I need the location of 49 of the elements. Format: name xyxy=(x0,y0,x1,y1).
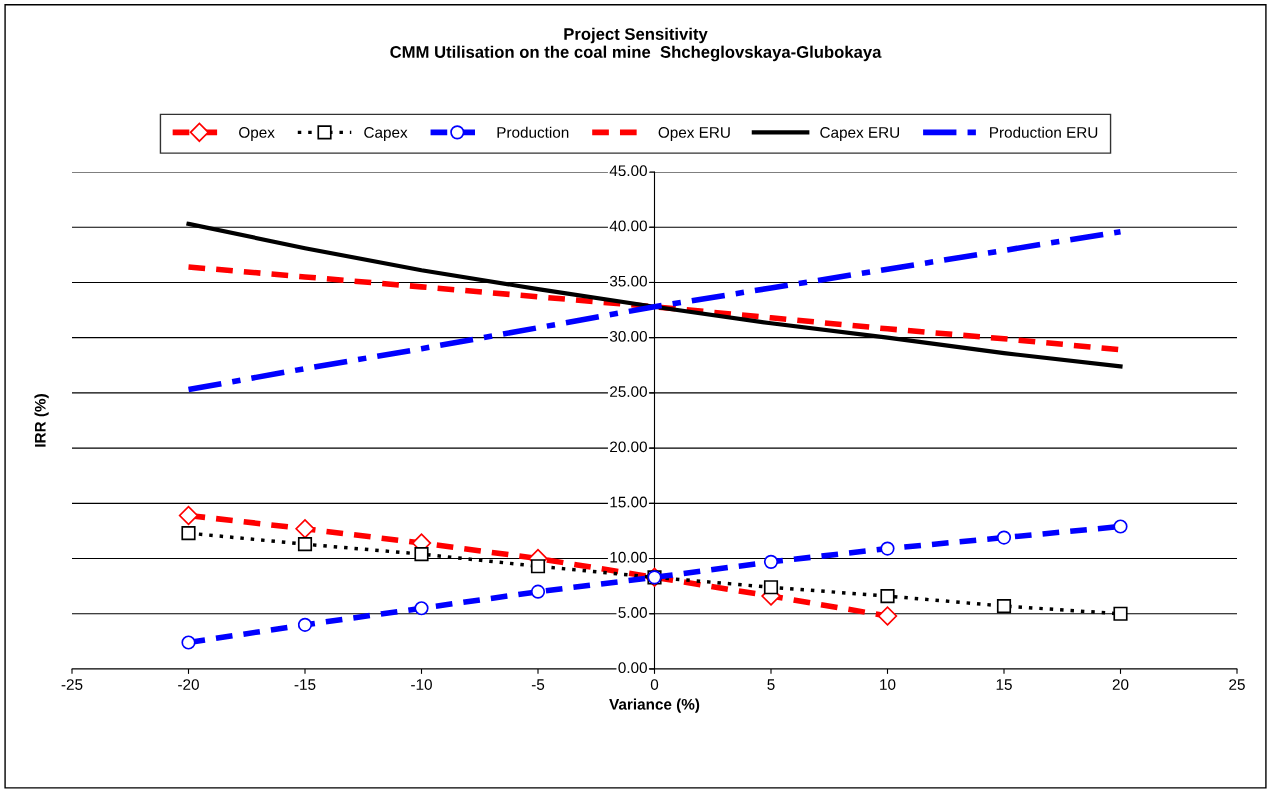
x-tick-label: 0 xyxy=(650,679,659,690)
legend-label: Capex ERU xyxy=(820,127,900,141)
point xyxy=(880,589,895,604)
point xyxy=(996,530,1012,545)
x-tick-label: -10 xyxy=(411,679,432,690)
y-tick-label: 10.00 xyxy=(610,551,647,563)
point xyxy=(295,519,315,539)
y-tick-label: 15.00 xyxy=(610,496,647,508)
y-tick-label: 20.00 xyxy=(610,441,647,453)
x-tick-label: -15 xyxy=(294,679,316,690)
point xyxy=(297,537,313,552)
legend-label: Production xyxy=(497,126,569,138)
point xyxy=(530,584,546,599)
y-tick-label: 40.00 xyxy=(609,220,647,232)
point xyxy=(1113,519,1128,534)
y-tick-label: 35.00 xyxy=(609,275,647,287)
legend-label: Production ERU xyxy=(990,126,1098,138)
y-tick-label: 30.00 xyxy=(609,330,647,342)
point xyxy=(880,541,895,556)
chart-title: Project Sensitivity CMM Utilisation on the coal mine Shcheglovskaya-Glubokaya xyxy=(390,27,882,62)
y-tick-label: 5.00 xyxy=(618,607,647,618)
point xyxy=(763,580,779,595)
point xyxy=(297,617,313,632)
x-tick-label: 5 xyxy=(767,679,775,690)
x-tick-label: -20 xyxy=(178,679,199,690)
point xyxy=(178,505,199,526)
y-tick-label: 45.00 xyxy=(609,165,647,177)
y-tick-label: 25.00 xyxy=(610,386,647,397)
x-tick-label: -5 xyxy=(531,679,545,690)
y-tick-label: 0.00 xyxy=(618,662,647,674)
point xyxy=(877,606,898,626)
y-axis-title: IRR (%) xyxy=(34,394,49,447)
x-tick-label: 25 xyxy=(1229,679,1245,690)
x-tick-label: -25 xyxy=(61,679,83,690)
point xyxy=(414,547,429,562)
legend-label: Capex xyxy=(364,127,408,141)
x-tick-label: 20 xyxy=(1112,679,1129,690)
point xyxy=(530,559,546,574)
legend-label: Opex ERU xyxy=(658,127,730,141)
point xyxy=(996,598,1012,614)
x-tick-label: 10 xyxy=(880,679,896,690)
point xyxy=(1113,606,1128,621)
x-tick-label: 15 xyxy=(996,679,1012,690)
point xyxy=(414,601,429,616)
point xyxy=(181,635,196,650)
point xyxy=(763,554,779,569)
x-axis-title: Variance (%) xyxy=(609,698,700,713)
legend-label: Opex xyxy=(239,127,275,141)
point xyxy=(181,526,196,541)
